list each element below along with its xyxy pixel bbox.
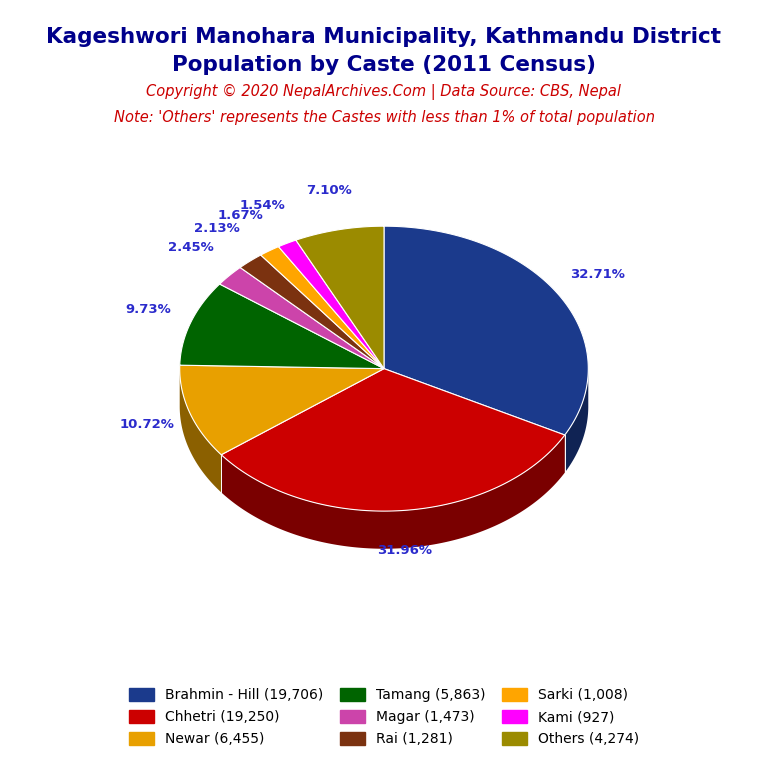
Text: Copyright © 2020 NepalArchives.Com | Data Source: CBS, Nepal: Copyright © 2020 NepalArchives.Com | Dat… <box>147 84 621 101</box>
Polygon shape <box>180 369 221 492</box>
Polygon shape <box>296 227 384 369</box>
Polygon shape <box>261 247 384 369</box>
Polygon shape <box>279 240 384 369</box>
Text: Population by Caste (2011 Census): Population by Caste (2011 Census) <box>172 55 596 75</box>
Polygon shape <box>180 365 384 455</box>
Text: 7.10%: 7.10% <box>306 184 352 197</box>
Polygon shape <box>564 370 588 472</box>
Polygon shape <box>384 227 588 435</box>
Text: 9.73%: 9.73% <box>125 303 171 316</box>
Text: 2.13%: 2.13% <box>194 222 240 235</box>
Text: 31.96%: 31.96% <box>377 544 432 557</box>
Polygon shape <box>221 435 564 548</box>
Polygon shape <box>180 284 384 369</box>
Text: 2.45%: 2.45% <box>168 241 214 254</box>
Text: 1.54%: 1.54% <box>240 199 286 212</box>
Polygon shape <box>220 267 384 369</box>
Text: 10.72%: 10.72% <box>119 418 174 431</box>
Text: 32.71%: 32.71% <box>570 268 625 281</box>
Text: 1.67%: 1.67% <box>218 209 263 222</box>
Polygon shape <box>221 369 564 511</box>
Text: Kageshwori Manohara Municipality, Kathmandu District: Kageshwori Manohara Municipality, Kathma… <box>47 27 721 47</box>
Text: Note: 'Others' represents the Castes with less than 1% of total population: Note: 'Others' represents the Castes wit… <box>114 110 654 125</box>
Legend: Brahmin - Hill (19,706), Chhetri (19,250), Newar (6,455), Tamang (5,863), Magar : Brahmin - Hill (19,706), Chhetri (19,250… <box>122 681 646 753</box>
Polygon shape <box>240 255 384 369</box>
